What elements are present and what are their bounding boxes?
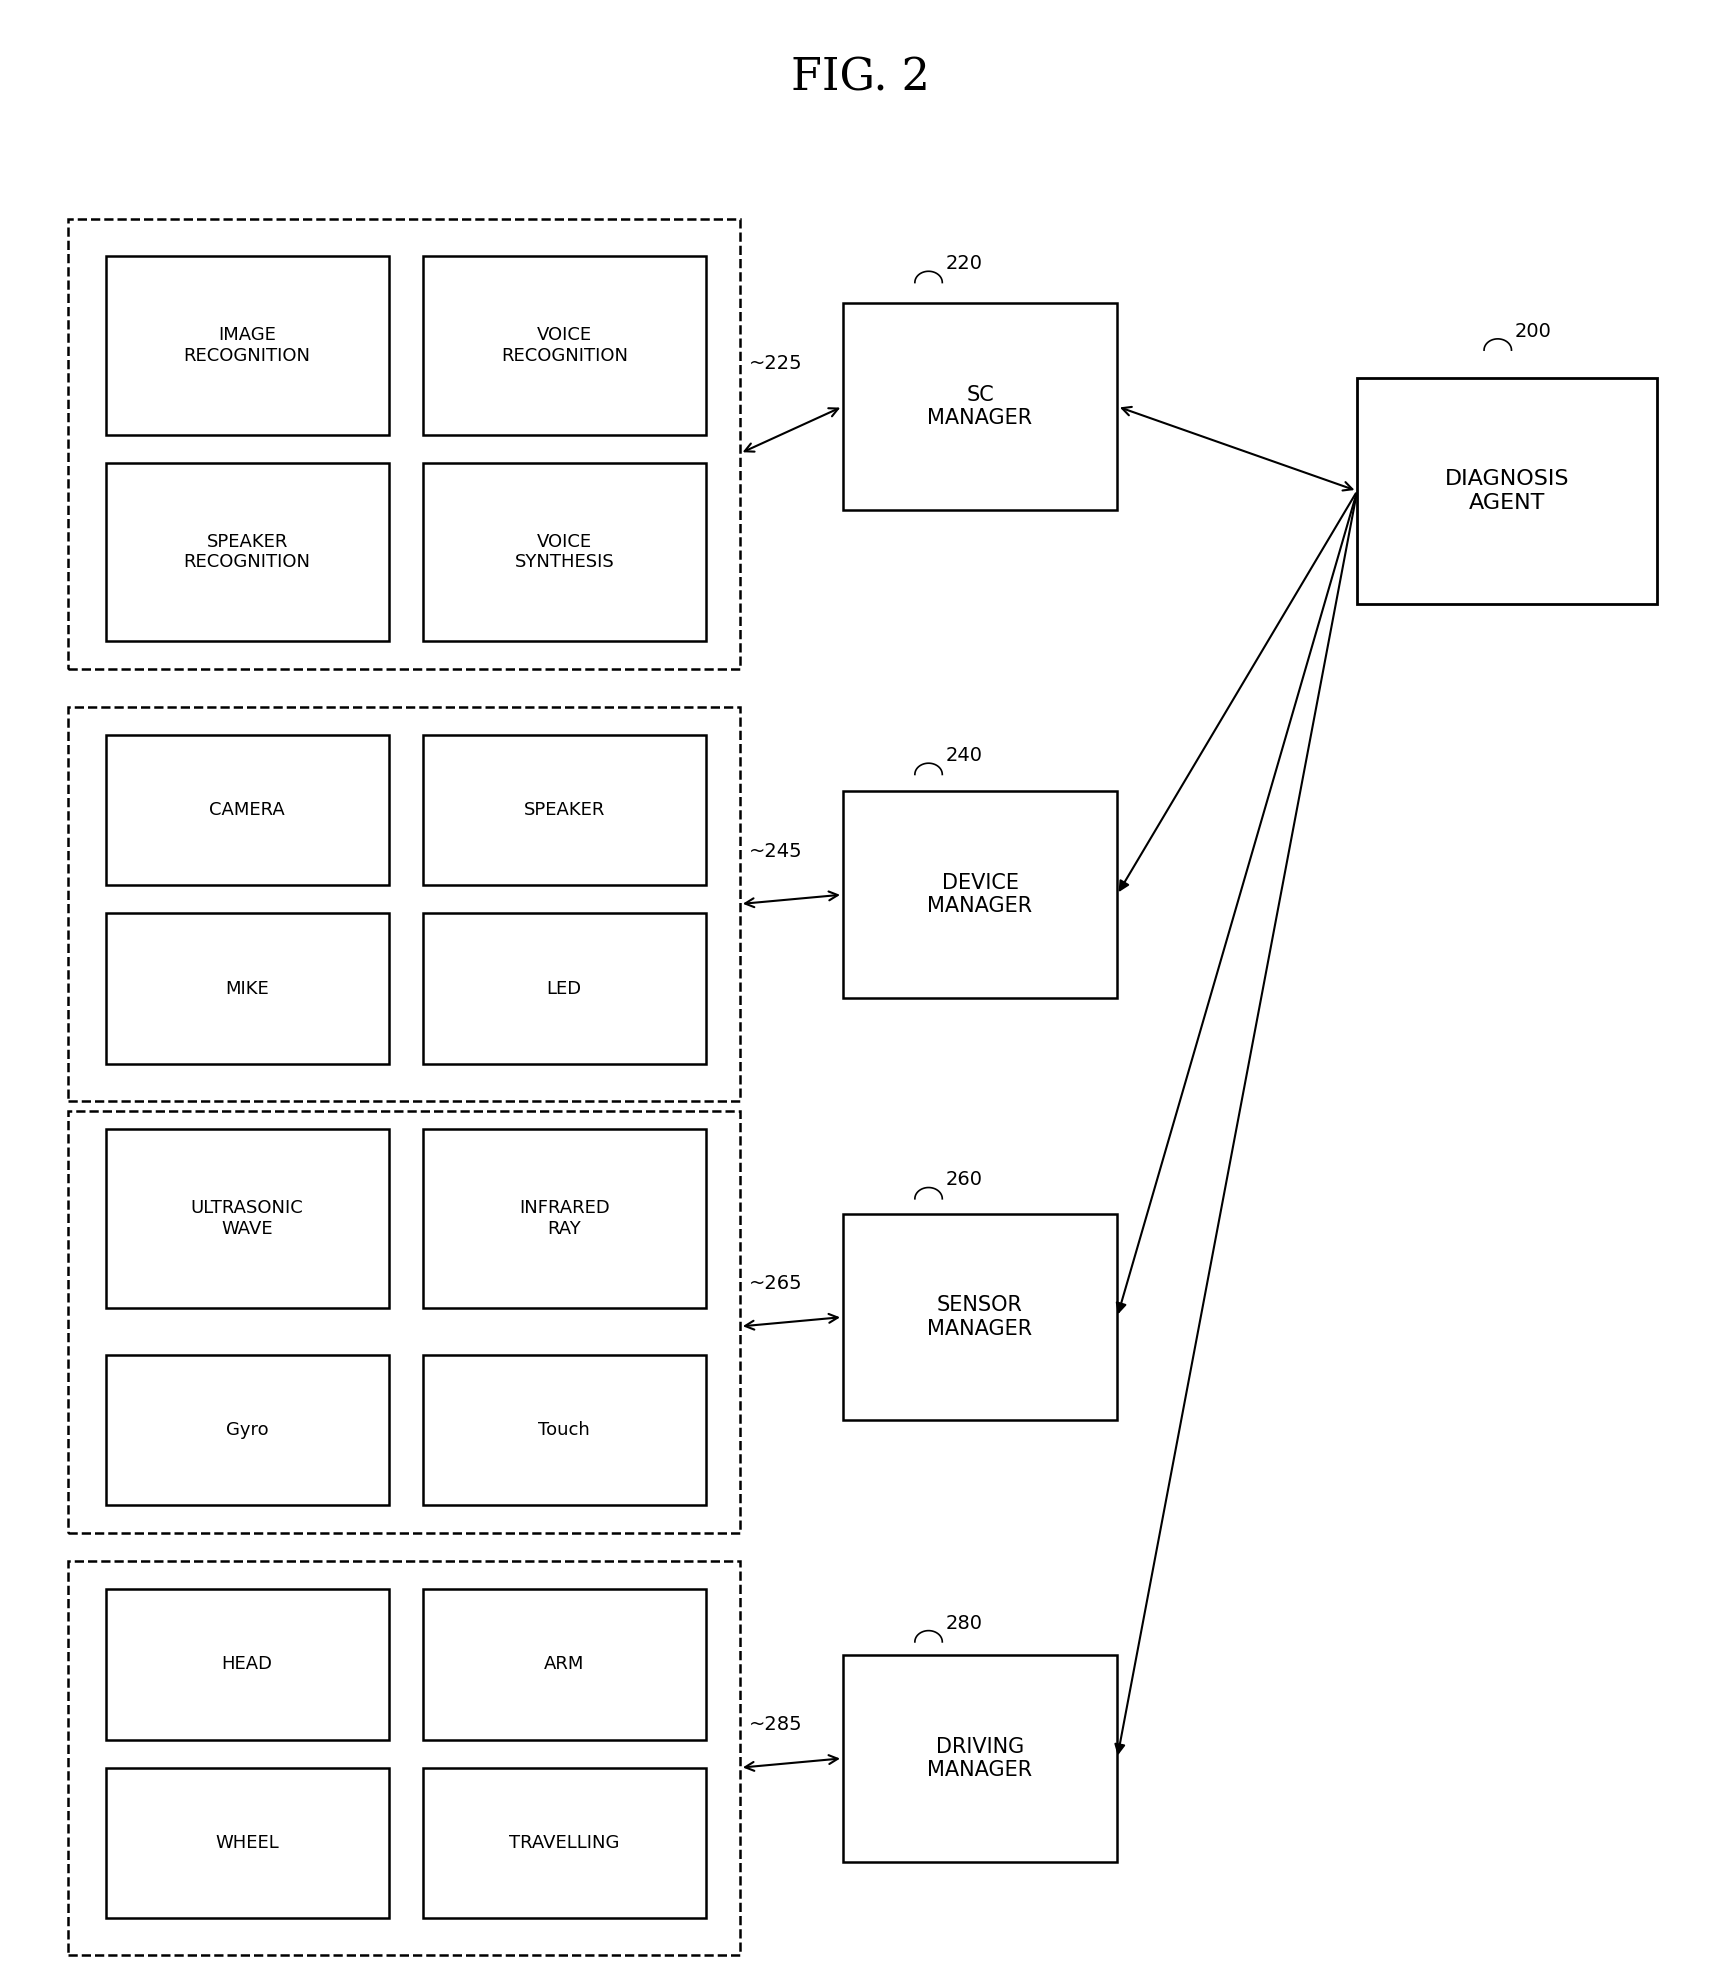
Text: 260: 260 bbox=[946, 1170, 982, 1190]
Bar bbox=[423, 1767, 705, 1918]
Bar bbox=[423, 1354, 705, 1504]
Bar bbox=[105, 1767, 389, 1918]
Bar bbox=[843, 1655, 1118, 1862]
Text: SC
MANAGER: SC MANAGER bbox=[927, 386, 1032, 429]
Text: 240: 240 bbox=[946, 745, 982, 765]
Bar bbox=[843, 302, 1118, 510]
Text: DEVICE
MANAGER: DEVICE MANAGER bbox=[927, 874, 1032, 915]
Bar bbox=[67, 219, 740, 670]
Bar bbox=[105, 257, 389, 435]
Bar bbox=[1357, 378, 1656, 603]
Text: ~265: ~265 bbox=[748, 1273, 802, 1293]
Bar bbox=[843, 791, 1118, 998]
Text: SENSOR
MANAGER: SENSOR MANAGER bbox=[927, 1295, 1032, 1338]
Bar bbox=[423, 735, 705, 886]
Text: TRAVELLING: TRAVELLING bbox=[509, 1835, 619, 1852]
Text: ~285: ~285 bbox=[748, 1714, 802, 1734]
Bar bbox=[105, 463, 389, 641]
Text: SPEAKER: SPEAKER bbox=[523, 801, 605, 818]
Text: IMAGE
RECOGNITION: IMAGE RECOGNITION bbox=[184, 326, 311, 366]
Bar bbox=[105, 735, 389, 886]
Text: 200: 200 bbox=[1515, 322, 1551, 340]
Bar bbox=[423, 913, 705, 1064]
Bar bbox=[105, 913, 389, 1064]
Text: ~245: ~245 bbox=[748, 842, 802, 860]
Text: 220: 220 bbox=[946, 255, 982, 273]
Text: ARM: ARM bbox=[544, 1655, 585, 1673]
Text: 280: 280 bbox=[946, 1613, 982, 1633]
Text: ~225: ~225 bbox=[748, 354, 802, 374]
Text: VOICE
RECOGNITION: VOICE RECOGNITION bbox=[501, 326, 628, 366]
Bar bbox=[105, 1590, 389, 1740]
Text: DIAGNOSIS
AGENT: DIAGNOSIS AGENT bbox=[1445, 469, 1569, 512]
Text: Touch: Touch bbox=[538, 1421, 590, 1439]
Text: SPEAKER
RECOGNITION: SPEAKER RECOGNITION bbox=[184, 532, 311, 571]
Text: FIG. 2: FIG. 2 bbox=[791, 55, 929, 99]
Text: INFRARED
RAY: INFRARED RAY bbox=[519, 1200, 609, 1238]
Text: MIKE: MIKE bbox=[225, 979, 268, 998]
Bar bbox=[423, 463, 705, 641]
Bar bbox=[67, 1562, 740, 1955]
Text: LED: LED bbox=[547, 979, 581, 998]
Text: VOICE
SYNTHESIS: VOICE SYNTHESIS bbox=[514, 532, 614, 571]
Text: CAMERA: CAMERA bbox=[210, 801, 286, 818]
Bar bbox=[105, 1354, 389, 1504]
Bar bbox=[67, 1111, 740, 1532]
Text: Gyro: Gyro bbox=[225, 1421, 268, 1439]
Text: WHEEL: WHEEL bbox=[215, 1835, 279, 1852]
Text: ULTRASONIC
WAVE: ULTRASONIC WAVE bbox=[191, 1200, 303, 1238]
Text: DRIVING
MANAGER: DRIVING MANAGER bbox=[927, 1736, 1032, 1779]
Text: HEAD: HEAD bbox=[222, 1655, 272, 1673]
Bar bbox=[423, 1129, 705, 1307]
Bar bbox=[105, 1129, 389, 1307]
Bar bbox=[843, 1214, 1118, 1419]
Bar bbox=[423, 1590, 705, 1740]
Bar bbox=[423, 257, 705, 435]
Bar bbox=[67, 708, 740, 1101]
